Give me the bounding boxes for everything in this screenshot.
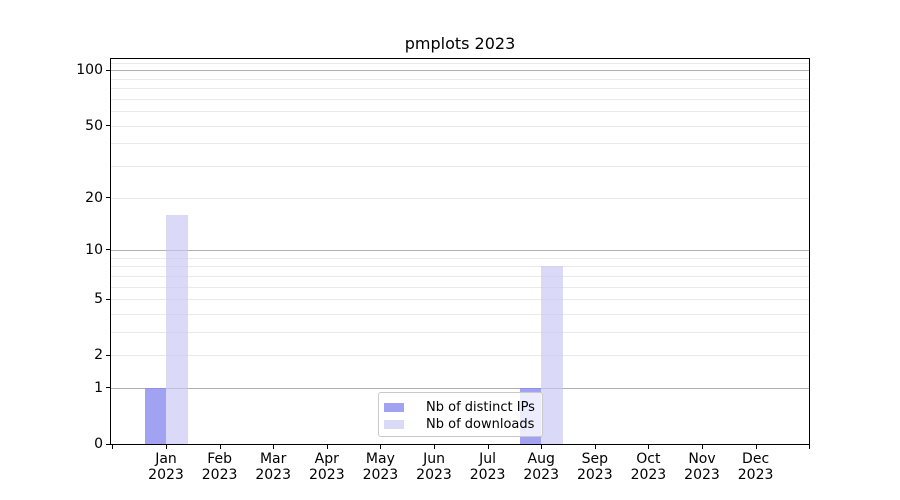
y-tick-label-1: 1: [94, 379, 103, 396]
gridline-minor-y90: [111, 78, 809, 80]
y-tick-label-10: 10: [85, 241, 103, 258]
x-tick-label-may: May 2023: [362, 451, 399, 483]
legend-item-downloads: Nb of downloads: [384, 416, 542, 432]
gridline-minor-y3: [111, 331, 809, 333]
x-tick-label-dec: Dec 2023: [737, 451, 774, 483]
gridline-minor-y2: [111, 355, 809, 357]
gridline-minor-y110: [111, 62, 809, 64]
gridline-minor-y7: [111, 275, 809, 277]
legend-label-downloads: Nb of downloads: [426, 416, 535, 432]
gridline-minor-y9: [111, 257, 809, 259]
bar-downloads-jan: [166, 214, 188, 444]
grid-layer: [111, 59, 809, 444]
x-tick-label-mar: Mar 2023: [255, 451, 291, 483]
x-tick-6: [487, 445, 489, 449]
y-tick-label-50: 50: [85, 117, 103, 134]
x-tick-3: [326, 445, 328, 449]
x-tick-label-sep: Sep 2023: [576, 451, 613, 483]
x-tick-4: [380, 445, 382, 449]
y-tick-label-100: 100: [76, 62, 103, 79]
x-tick-5: [434, 445, 435, 449]
x-tick-label-jul: Jul 2023: [469, 451, 506, 483]
y-tick-label-0: 0: [94, 436, 103, 452]
gridline-major-y1: [111, 387, 809, 389]
gridline-minor-y8: [111, 266, 809, 268]
x-tick-7: [541, 445, 543, 449]
gridline-minor-y70: [111, 98, 809, 100]
x-tick-1: [219, 445, 221, 449]
gridline-major-y10: [111, 249, 809, 251]
gridline-minor-y4: [111, 313, 809, 315]
gridline-minor-y6: [111, 286, 809, 288]
x-tick-10: [702, 445, 703, 449]
x-tick-label-apr: Apr 2023: [308, 451, 345, 483]
legend-swatch-downloads: [384, 419, 404, 429]
y-tick-label-5: 5: [94, 291, 103, 307]
legend-item-distinct-ips: Nb of distinct IPs: [384, 399, 542, 415]
x-tick-label-aug: Aug 2023: [523, 451, 559, 483]
x-tick-label-jun: Jun 2023: [416, 451, 452, 483]
x-tick-11: [755, 445, 757, 449]
x-tick-12: [809, 445, 811, 449]
gridline-minor-y80: [111, 88, 809, 90]
x-tick--1: [112, 445, 114, 449]
gridline-major-y100: [111, 70, 809, 72]
x-tick-label-feb: Feb 2023: [201, 451, 238, 483]
gridline-minor-y5: [111, 299, 809, 300]
bar-layer: [111, 59, 809, 444]
x-tick-2: [273, 445, 275, 449]
legend-swatch-distinct-ips: [384, 402, 404, 412]
x-tick-label-nov: Nov 2023: [684, 451, 720, 483]
bar-downloads-aug: [541, 266, 563, 444]
plot-area: Nb of distinct IPs Nb of downloads: [110, 58, 810, 445]
gridline-minor-y60: [111, 111, 809, 113]
x-tick-8: [594, 445, 596, 449]
y-tick-label-2: 2: [94, 347, 103, 364]
x-tick-0: [166, 445, 167, 449]
y-tick-label-20: 20: [85, 189, 103, 206]
chart-title: pmplots 2023: [404, 34, 516, 53]
gridline-minor-y20: [111, 197, 809, 199]
gridline-minor-y50: [111, 125, 809, 127]
legend-label-distinct-ips: Nb of distinct IPs: [426, 399, 535, 415]
x-tick-label-jan: Jan 2023: [148, 451, 184, 483]
gridline-minor-y30: [111, 166, 809, 167]
legend: Nb of distinct IPs Nb of downloads: [378, 392, 543, 437]
bar-distinct-ips-jan: [144, 387, 166, 444]
gridline-minor-y40: [111, 143, 809, 145]
x-tick-label-oct: Oct 2023: [630, 451, 667, 483]
x-tick-9: [648, 445, 650, 449]
